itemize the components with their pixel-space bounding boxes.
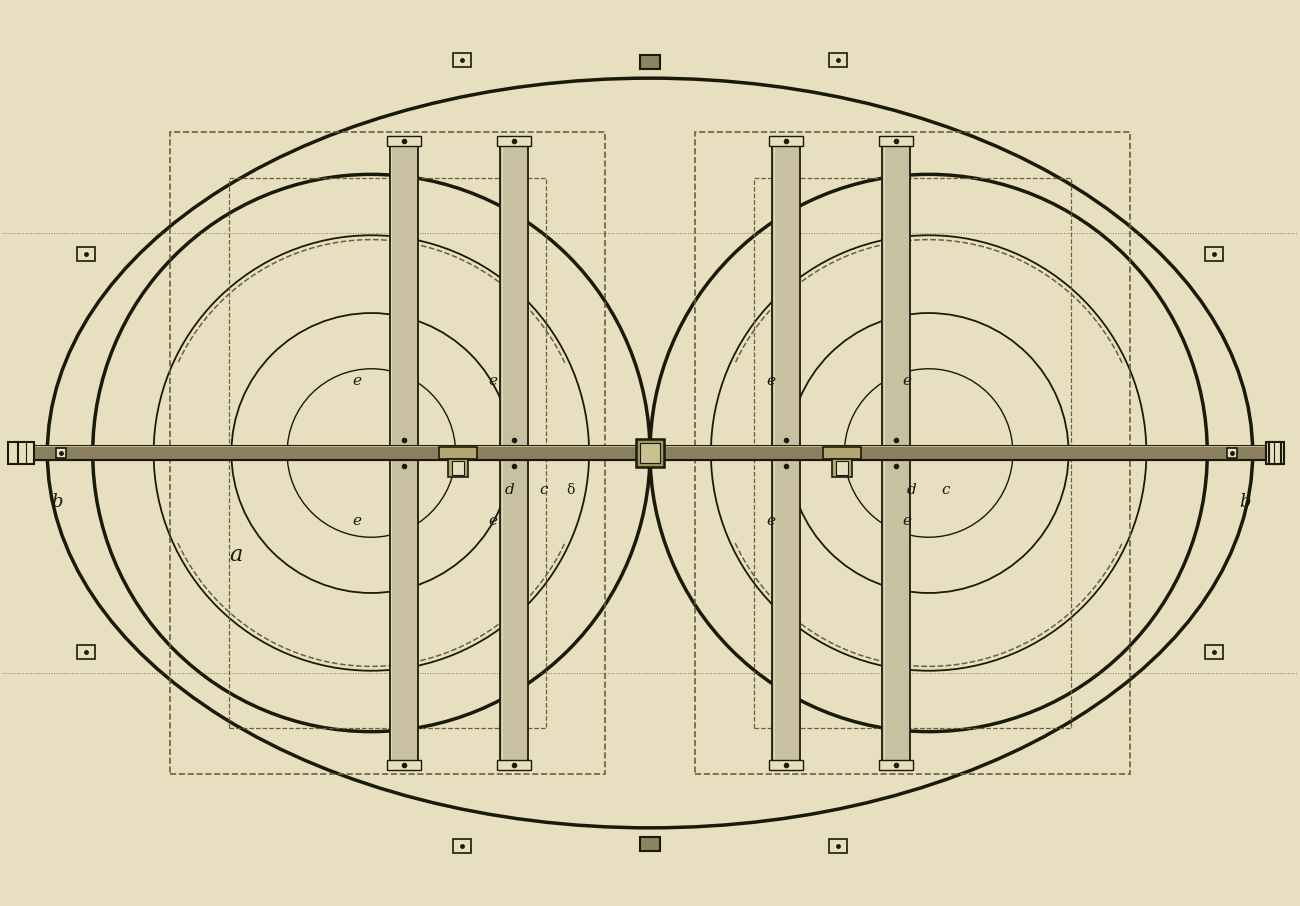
Bar — [497, 759, 532, 769]
Bar — [1205, 247, 1223, 261]
Bar — [829, 53, 846, 67]
Text: b: b — [51, 493, 62, 511]
Text: e: e — [902, 374, 911, 389]
Bar — [754, 178, 1071, 728]
Bar — [17, 442, 34, 464]
Bar — [1266, 442, 1283, 464]
Bar — [390, 141, 419, 765]
Bar — [768, 137, 803, 147]
Text: δ: δ — [566, 483, 575, 496]
Bar — [640, 837, 660, 851]
Text: e: e — [352, 374, 361, 389]
Circle shape — [92, 174, 650, 732]
Text: d: d — [906, 483, 916, 496]
Bar — [499, 141, 528, 765]
Bar — [879, 759, 914, 769]
Bar — [1227, 448, 1236, 458]
Bar — [386, 137, 421, 147]
Text: c: c — [941, 483, 950, 496]
Bar — [640, 443, 660, 463]
Bar — [229, 178, 546, 728]
Bar — [836, 461, 848, 475]
Text: e: e — [352, 515, 361, 528]
Bar — [829, 839, 846, 853]
Bar — [9, 442, 18, 464]
Bar — [1269, 442, 1280, 464]
Bar — [881, 141, 910, 765]
Bar — [823, 447, 861, 459]
Ellipse shape — [47, 78, 1253, 828]
Bar — [452, 461, 464, 475]
Text: b: b — [1240, 493, 1251, 511]
Bar — [636, 439, 664, 467]
Bar — [77, 247, 95, 261]
Bar — [768, 759, 803, 769]
Circle shape — [650, 174, 1208, 732]
Bar — [772, 141, 801, 765]
Text: e: e — [488, 374, 497, 389]
Bar — [21, 446, 1279, 460]
Bar — [497, 137, 532, 147]
Bar — [170, 132, 604, 774]
Text: e: e — [902, 515, 911, 528]
Bar — [879, 137, 914, 147]
Text: a: a — [229, 545, 242, 566]
Text: e: e — [767, 515, 776, 528]
Bar — [832, 459, 852, 477]
Text: e: e — [488, 515, 497, 528]
Bar — [448, 459, 468, 477]
Bar — [56, 448, 66, 458]
Bar — [454, 53, 471, 67]
Bar — [386, 759, 421, 769]
Bar — [439, 447, 477, 459]
Bar — [77, 645, 95, 659]
Text: d: d — [504, 483, 515, 496]
Bar — [454, 839, 471, 853]
Bar — [696, 132, 1130, 774]
Bar — [1205, 645, 1223, 659]
Text: c: c — [540, 483, 549, 496]
Text: e: e — [767, 374, 776, 389]
Bar — [640, 55, 660, 69]
